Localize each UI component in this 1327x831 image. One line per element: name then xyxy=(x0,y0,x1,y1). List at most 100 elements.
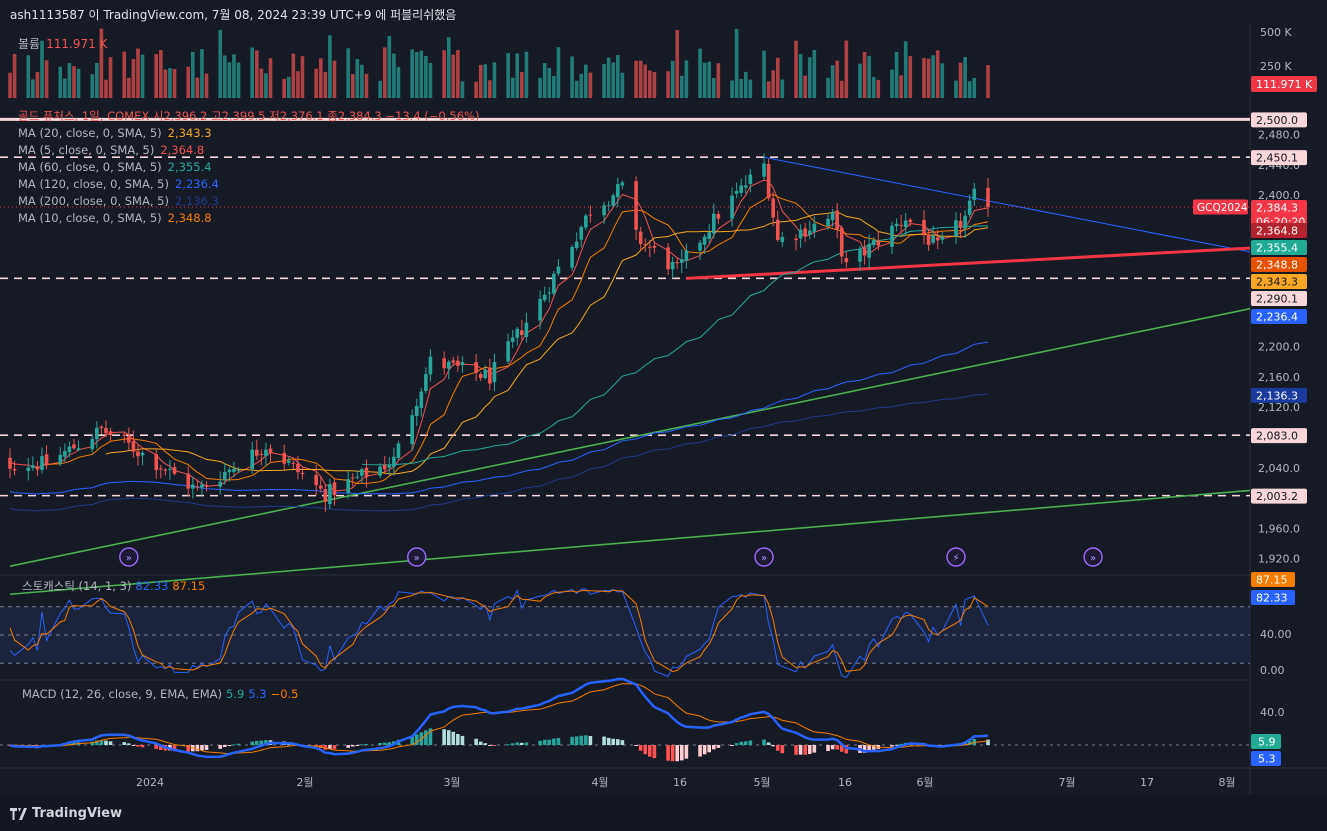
volume-bar xyxy=(766,81,771,98)
volume-bar xyxy=(446,37,451,98)
indicator-legend[interactable]: 골드 퓨처스, 1일, COMEX 시2,396.2 고2,399.5 저2,3… xyxy=(18,108,479,227)
candle-body xyxy=(890,225,894,247)
volume-bar xyxy=(154,54,159,98)
time-axis-label: 17 xyxy=(1140,776,1154,789)
volume-value: 111.971 K xyxy=(46,37,108,51)
price-badge: 2,500.0 xyxy=(1251,112,1307,128)
candle-body xyxy=(387,465,392,468)
volume-bar xyxy=(743,71,748,98)
candle-body xyxy=(40,456,44,470)
candle-body xyxy=(839,227,844,257)
candle-body xyxy=(428,356,433,375)
candle-body xyxy=(168,468,172,470)
volume-bar xyxy=(606,57,611,98)
volume-bar xyxy=(547,67,552,98)
ma120-legend[interactable]: MA (120, close, 0, SMA, 5) 2,236.4 xyxy=(18,177,219,191)
symbol-ohlc[interactable]: 골드 퓨처스, 1일, COMEX 시2,396.2 고2,399.5 저2,3… xyxy=(18,109,480,123)
economic-event-glyph: » xyxy=(126,553,132,564)
candle-body xyxy=(894,223,899,227)
volume-bar xyxy=(794,40,798,98)
volume-bar xyxy=(442,50,446,98)
candle-body xyxy=(602,205,606,216)
volume-bar xyxy=(95,62,99,98)
candle-body xyxy=(648,246,652,248)
price-axis-label: 1,920.0 xyxy=(1258,553,1300,566)
stochastic-badge-text: 87.15 xyxy=(1256,574,1288,587)
volume-bar xyxy=(711,78,716,98)
volume-bar xyxy=(456,50,460,98)
macd-histogram-bar xyxy=(844,745,849,754)
volume-bar xyxy=(775,57,780,98)
macd-histogram-bar xyxy=(483,743,488,745)
volume-bar xyxy=(675,30,680,98)
volume-bar xyxy=(474,81,478,98)
candle-body xyxy=(940,236,945,240)
macd-histogram-bar xyxy=(584,735,588,745)
volume-bar xyxy=(218,29,223,98)
candle-body xyxy=(350,477,355,479)
stochastic-badge-text: 82.33 xyxy=(1256,592,1288,605)
candle-body xyxy=(830,212,835,221)
stochastic-legend[interactable]: 스토캐스틱 (14, 1, 3) 82.33 87.15 xyxy=(22,579,206,593)
macd-histogram-bar xyxy=(328,745,332,750)
tradingview-logo[interactable]: TradingView xyxy=(10,806,122,821)
ma10-line xyxy=(41,193,989,485)
candle-body xyxy=(922,219,926,236)
macd-histogram-bar xyxy=(346,745,350,748)
volume-bar xyxy=(570,56,574,98)
candle-body xyxy=(95,427,99,440)
macd-histogram-bar xyxy=(716,745,721,748)
ma120-line xyxy=(9,341,989,495)
candle-body xyxy=(268,448,273,453)
candle-body xyxy=(364,467,369,478)
volume-bar xyxy=(798,54,803,98)
volume-bar xyxy=(835,60,839,98)
macd-histogram-bar xyxy=(739,741,743,745)
candle-body xyxy=(286,460,291,463)
macd-histogram-bar xyxy=(606,737,611,745)
candle-body xyxy=(876,240,881,246)
candle-body xyxy=(798,229,803,239)
ma60-legend[interactable]: MA (60, close, 0, SMA, 5) 2,355.4 xyxy=(18,160,212,174)
macd-histogram-bar xyxy=(104,740,108,745)
price-badge: 2,136.3 xyxy=(1251,387,1307,403)
candle-body xyxy=(638,231,643,244)
candle-body xyxy=(140,452,145,456)
candle-body xyxy=(191,484,195,489)
candle-body xyxy=(8,457,12,469)
symbol-tag: GCQ2024 xyxy=(1193,199,1248,215)
ma10-legend[interactable]: MA (10, close, 0, SMA, 5) 2,348.8 xyxy=(18,211,212,225)
economic-event-icon xyxy=(407,547,427,567)
macd-histogram-bar xyxy=(515,742,520,745)
volume-bar xyxy=(762,50,766,98)
macd-histogram-bar xyxy=(154,745,159,750)
candle-body xyxy=(871,239,876,246)
ma200-legend[interactable]: MA (200, close, 0, SMA, 5) 2,136.3 xyxy=(18,194,219,208)
volume-bar xyxy=(346,48,350,98)
volume-bar xyxy=(227,62,232,98)
volume-bar xyxy=(634,60,638,98)
candle-body xyxy=(588,214,593,216)
macd-histogram-bar xyxy=(826,745,830,752)
candle-body xyxy=(410,415,414,445)
macd-histogram-bar xyxy=(218,745,223,749)
volume-bar xyxy=(903,41,908,98)
macd-histogram-bar xyxy=(762,739,766,745)
candle-body xyxy=(254,449,259,456)
candle-body xyxy=(908,219,913,223)
ma5-legend[interactable]: MA (5, close, 0, SMA, 5) 2,364.8 xyxy=(18,143,205,157)
ma20-legend[interactable]: MA (20, close, 0, SMA, 5) 2,343.3 xyxy=(18,126,212,140)
time-axis-label: 2024 xyxy=(136,776,164,789)
volume-bar xyxy=(382,47,387,98)
candle-body xyxy=(867,244,871,258)
volume-bar xyxy=(734,28,739,99)
macd-histogram-bar xyxy=(574,736,579,745)
price-badge: 2,003.2 xyxy=(1251,488,1307,504)
volume-bar xyxy=(716,63,721,98)
candle-body xyxy=(186,473,191,489)
volume-bar xyxy=(954,80,958,98)
candle-body xyxy=(355,476,360,478)
macd-legend[interactable]: MACD (12, 26, close, 9, EMA, EMA) 5.9 5.3−… xyxy=(22,687,299,701)
